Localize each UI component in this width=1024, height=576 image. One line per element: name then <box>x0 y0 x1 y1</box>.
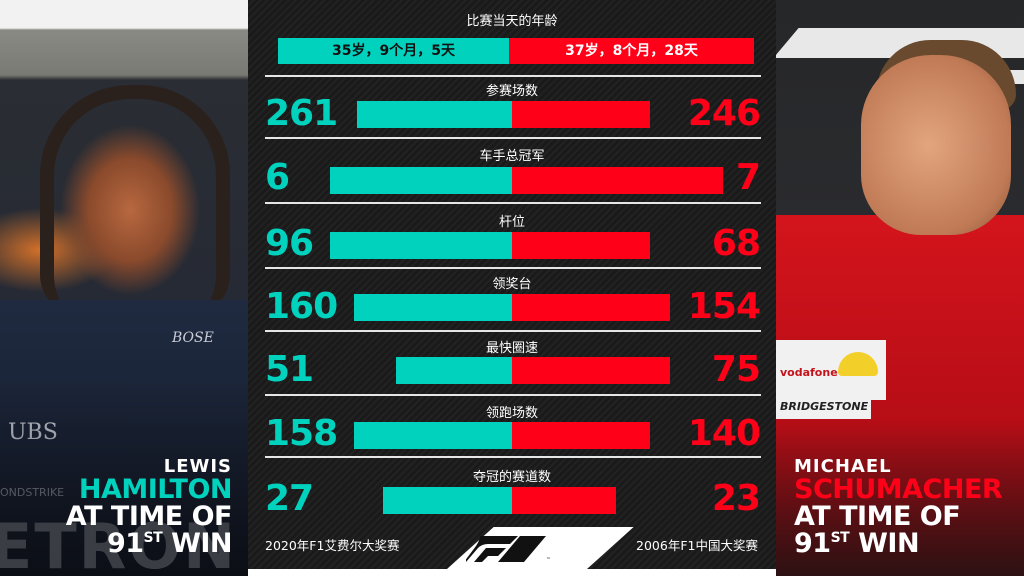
stat-value-schumacher-races: 246 <box>687 93 761 134</box>
schumacher-photo-panel: vodafone BRIDGESTONE MICHAEL SCHUMACHER … <box>776 0 1024 576</box>
stat-bar-schumacher-races-led <box>512 422 650 449</box>
stat-value-schumacher-poles: 68 <box>711 223 761 264</box>
hamilton-photo-fade <box>0 380 248 576</box>
hamilton-race-name: 2020年F1艾费尔大奖赛 <box>265 538 400 553</box>
photo-background-word: ETRON <box>0 510 237 576</box>
stat-title-races-led: 领跑场数 <box>485 406 538 421</box>
schumacher-race-name: 2006年F1中国大奖赛 <box>636 538 758 553</box>
stat-title-championships: 车手总冠军 <box>479 149 545 164</box>
age-bar-schumacher: 37岁，8个月，28天 <box>509 38 754 64</box>
stat-bar-schumacher-championships <box>512 167 723 194</box>
photo-sponsor-vodafone: vodafone <box>780 366 838 379</box>
stat-value-hamilton-races-led: 158 <box>265 413 338 454</box>
comparison-chart-panel: 比赛当天的年龄 35岁，9个月，5天 37岁，8个月，28天 参赛场数 261 … <box>248 0 776 576</box>
stat-title-circuits-won: 夺冠的赛道数 <box>472 470 551 485</box>
hamilton-tagline-line2: 91ST WIN <box>0 528 233 559</box>
stat-value-schumacher-championships: 7 <box>735 157 761 198</box>
row-divider <box>265 267 761 269</box>
stat-title-poles: 杆位 <box>498 215 525 230</box>
stat-bar-hamilton-poles <box>330 232 512 259</box>
hamilton-name-block: LEWIS HAMILTON AT TIME OF 91ST WIN <box>0 456 233 559</box>
stat-value-hamilton-poles: 96 <box>265 223 314 264</box>
stat-value-hamilton-podiums: 160 <box>265 286 338 327</box>
stat-value-hamilton-fastest-laps: 51 <box>265 349 314 390</box>
stat-bar-hamilton-circuits-won <box>383 487 512 514</box>
tagline-number: 91 <box>106 528 144 559</box>
hamilton-photo-panel: UBS BOSE ONDSTRIKE ETRON LEWIS HAMILTON … <box>0 0 248 576</box>
stat-value-hamilton-championships: 6 <box>265 157 290 198</box>
age-value-hamilton: 35岁，9个月，5天 <box>332 43 455 59</box>
schumacher-name-block: MICHAEL SCHUMACHER AT TIME OF 91ST WIN <box>794 456 1024 558</box>
hamilton-tagline-line1: AT TIME OF <box>65 501 233 532</box>
row-divider <box>265 456 761 458</box>
tagline-ordinal-suffix: ST <box>143 530 163 546</box>
row-divider <box>265 137 761 139</box>
schumacher-photo-fade <box>776 420 1024 576</box>
stat-value-hamilton-circuits-won: 27 <box>265 478 314 519</box>
photo-sponsor-bridgestone: BRIDGESTONE <box>780 400 869 413</box>
stat-bar-schumacher-fastest-laps <box>512 357 670 384</box>
tagline-win: WIN <box>849 528 920 559</box>
hamilton-last-name: HAMILTON <box>78 474 233 505</box>
stat-title-podiums: 领奖台 <box>492 277 532 292</box>
stat-bar-schumacher-circuits-won <box>512 487 616 514</box>
stat-value-schumacher-races-led: 140 <box>687 413 761 454</box>
row-divider <box>265 75 761 77</box>
stat-value-hamilton-races: 261 <box>265 93 338 134</box>
stat-title-races: 参赛场数 <box>485 84 538 99</box>
stat-bar-hamilton-races-led <box>354 422 512 449</box>
schumacher-first-name: MICHAEL <box>794 456 892 477</box>
row-divider <box>265 394 761 396</box>
stat-value-schumacher-circuits-won: 23 <box>711 478 761 519</box>
stat-bar-schumacher-poles <box>512 232 650 259</box>
stat-value-schumacher-podiums: 154 <box>687 286 761 327</box>
schumacher-tagline-line2: 91ST WIN <box>794 530 1024 557</box>
row-divider <box>265 202 761 204</box>
stat-bar-schumacher-races <box>512 101 650 128</box>
trademark-symbol: ™ <box>546 557 551 562</box>
row-divider <box>265 330 761 332</box>
age-value-schumacher: 37岁，8个月，28天 <box>565 43 698 59</box>
schumacher-last-name: SCHUMACHER <box>794 474 1003 505</box>
f1-logo-icon: ™ <box>466 536 551 562</box>
bottom-white-strip <box>248 569 776 576</box>
age-bar-hamilton: 35岁，9个月，5天 <box>278 38 509 64</box>
stat-bar-hamilton-championships <box>330 167 512 194</box>
schumacher-photo-face <box>861 55 1011 235</box>
stat-bar-hamilton-podiums <box>354 294 512 321</box>
tagline-number: 91 <box>794 528 831 559</box>
schumacher-tagline-line1: AT TIME OF <box>794 501 961 532</box>
tagline-win: WIN <box>162 528 232 559</box>
tagline-ordinal-suffix: ST <box>830 530 850 546</box>
stat-bar-hamilton-races <box>357 101 512 128</box>
photo-sponsor-bose: BOSE <box>172 330 214 346</box>
stat-bar-schumacher-podiums <box>512 294 670 321</box>
hamilton-photo-hair <box>40 85 230 315</box>
age-row-title: 比赛当天的年龄 <box>466 14 558 29</box>
stat-title-fastest-laps: 最快圈速 <box>485 341 538 356</box>
stat-value-schumacher-fastest-laps: 75 <box>711 349 761 390</box>
photo-bridgestone-patch <box>776 395 871 419</box>
hamilton-first-name: LEWIS <box>163 456 232 477</box>
stat-bar-hamilton-fastest-laps <box>396 357 512 384</box>
